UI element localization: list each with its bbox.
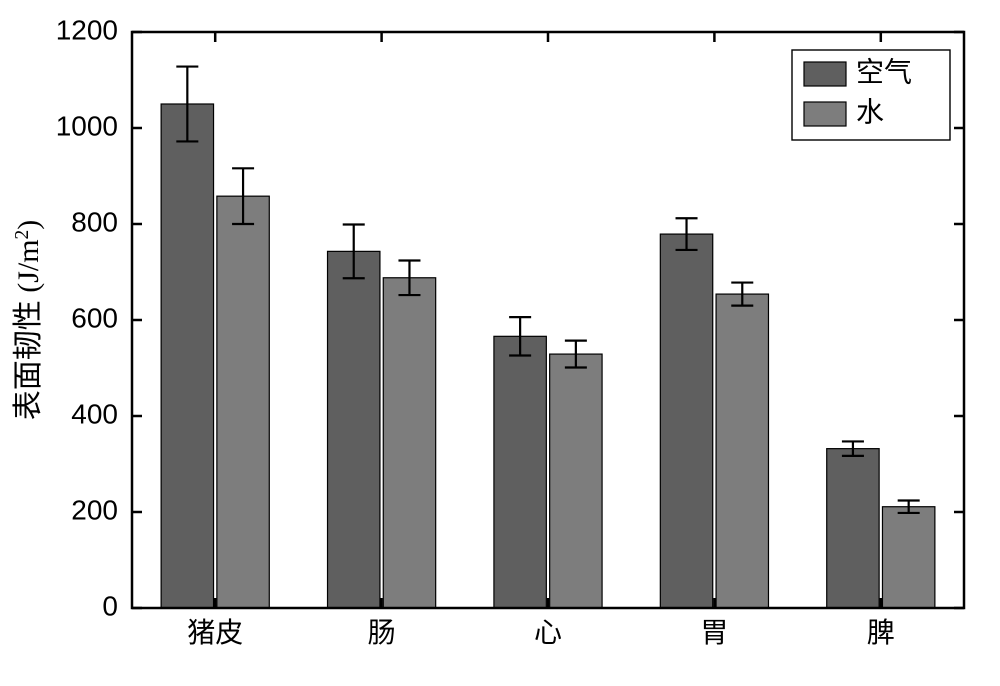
chart-container: 0 200 400 600 800 1000 1200 猪皮 肠 心 胃 脾 表面韧性 (J/m2) 空气… xyxy=(0,0,1000,686)
legend-label-water: 水 xyxy=(856,97,884,129)
bar-water-3 xyxy=(716,294,768,608)
xtick-label: 胃 xyxy=(700,618,728,649)
y-axis-label: 表面韧性 (J/m2) xyxy=(12,220,46,421)
ytick-label: 400 xyxy=(71,398,118,429)
bar-water-1 xyxy=(383,278,435,608)
ytick-label: 1200 xyxy=(56,14,118,45)
legend-label-air: 空气 xyxy=(856,57,912,89)
ytick-label: 1000 xyxy=(56,110,118,141)
bar-air-3 xyxy=(660,234,712,608)
legend-swatch-air xyxy=(804,62,846,86)
bar-chart: 0 200 400 600 800 1000 1200 猪皮 肠 心 胃 脾 表面韧性 (J/m2) 空气… xyxy=(0,0,1000,686)
xtick-label: 肠 xyxy=(368,618,396,649)
xtick-label: 猪皮 xyxy=(187,617,243,649)
ytick-label: 800 xyxy=(71,206,118,237)
xtick-label: 心 xyxy=(534,618,562,649)
ytick-label: 200 xyxy=(71,494,118,525)
bar-air-0 xyxy=(161,104,213,608)
xtick-label: 脾 xyxy=(867,617,895,649)
bar-water-2 xyxy=(550,354,602,608)
bar-air-1 xyxy=(328,251,380,608)
bar-water-4 xyxy=(882,507,934,608)
ytick-label: 600 xyxy=(71,302,118,333)
bar-air-2 xyxy=(494,336,546,608)
legend-swatch-water xyxy=(804,102,846,126)
bar-air-4 xyxy=(827,449,879,608)
ytick-label: 0 xyxy=(102,590,118,621)
bar-water-0 xyxy=(217,196,269,608)
